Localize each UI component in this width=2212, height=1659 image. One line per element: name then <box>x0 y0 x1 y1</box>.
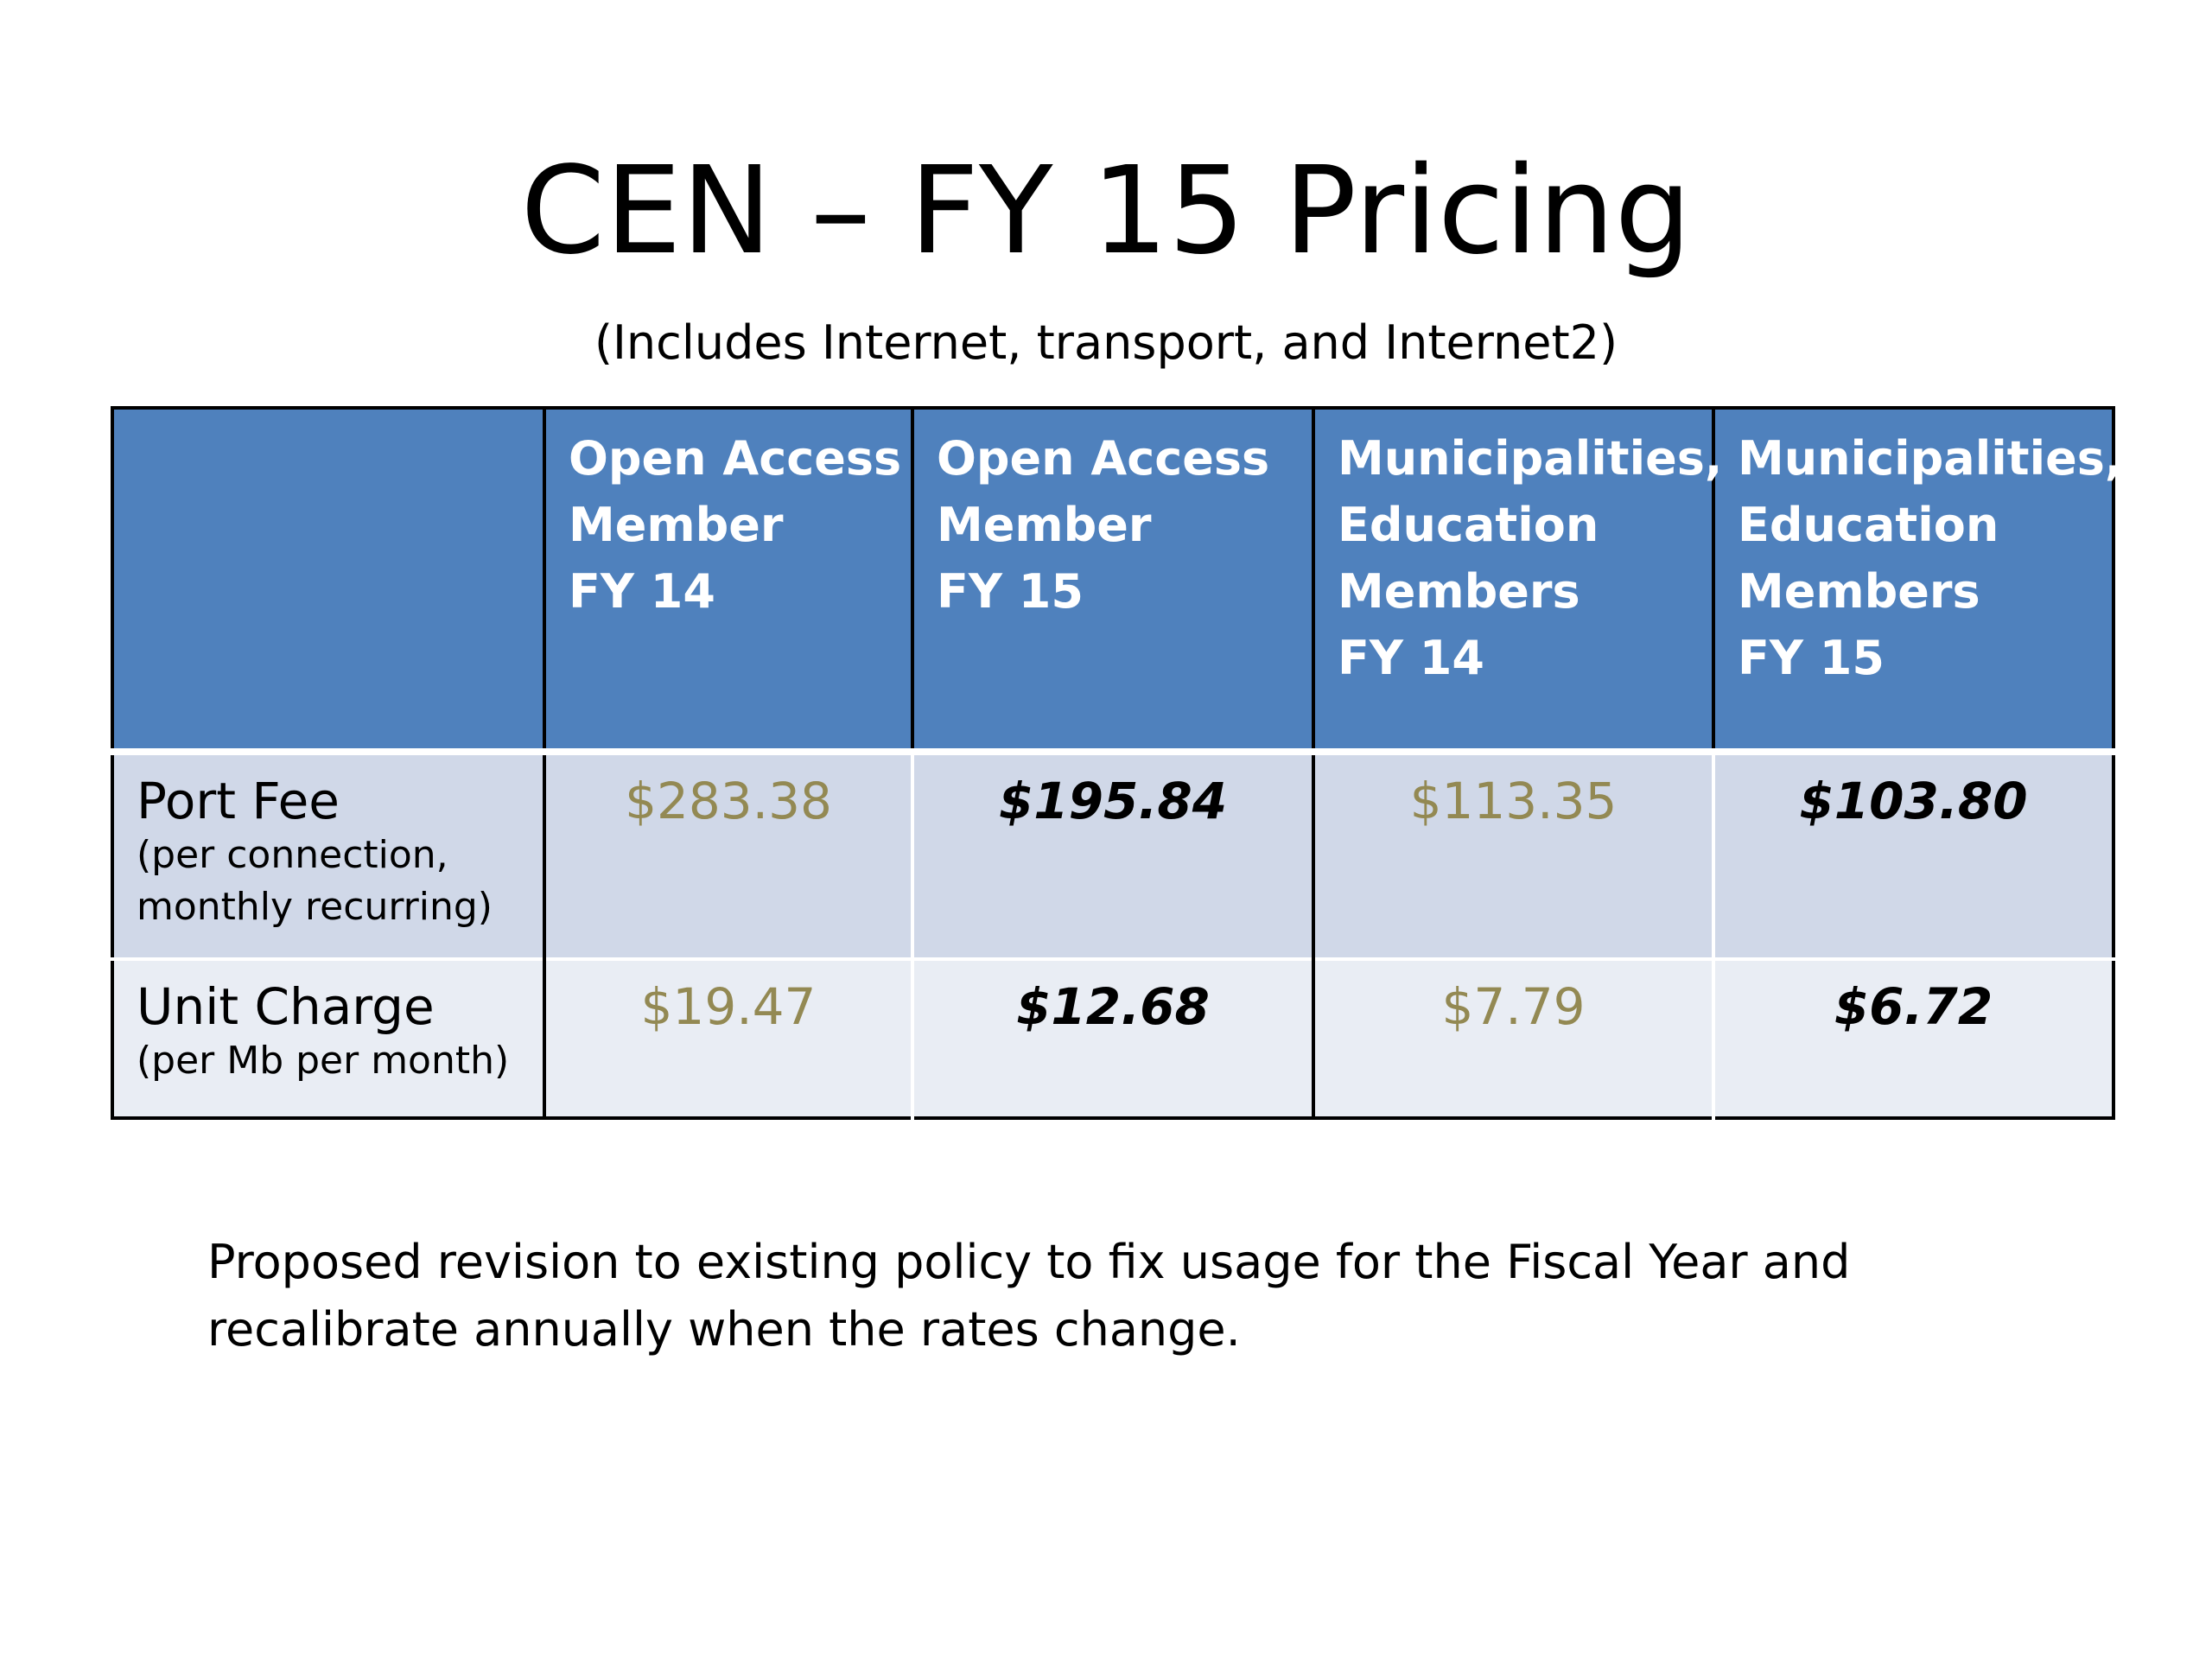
price-cell-fy15: $12.68 <box>911 957 1313 1118</box>
footnote-line: recalibrate annually when the rates chan… <box>207 1302 1241 1357</box>
column-header-line: Municipalities, <box>1338 431 1723 486</box>
column-header-line: FY 15 <box>937 564 1084 619</box>
column-header-municipalities-fy14: Municipalities, Education Members FY 14 <box>1312 408 1723 755</box>
price-cell-fy14: $283.38 <box>543 752 912 959</box>
column-header-municipalities-fy15: Municipalities, Education Members FY 15 <box>1712 408 2123 755</box>
footnote-line: Proposed revision to existing policy to … <box>207 1235 1851 1289</box>
header-corner-cell <box>112 408 544 755</box>
column-header-line: FY 14 <box>569 564 715 619</box>
slide-title: CEN – FY 15 Pricing <box>520 141 1692 282</box>
policy-footnote: Proposed revision to existing policy to … <box>207 1229 2108 1363</box>
price-cell-fy15: $195.84 <box>911 752 1313 959</box>
price-cell-fy14: $113.35 <box>1312 752 1713 959</box>
column-header-line: Open Access <box>937 431 1270 486</box>
row-label: Port Fee <box>137 772 340 830</box>
column-header-line: Member <box>937 498 1152 552</box>
row-label-cell: Port Fee (per connection, monthly recurr… <box>112 752 544 959</box>
column-header-line: Municipalities, <box>1738 431 2123 486</box>
column-header-line: Members <box>1338 564 1580 619</box>
price-cell-fy14: $7.79 <box>1312 957 1713 1118</box>
column-header-line: FY 14 <box>1338 631 1484 685</box>
column-header-line: Members <box>1738 564 1980 619</box>
column-header-line: Education <box>1738 498 1999 552</box>
row-label-cell: Unit Charge (per Mb per month) <box>112 957 544 1118</box>
price-cell-fy14: $19.47 <box>543 957 912 1118</box>
price-cell-fy15: $6.72 <box>1712 957 2113 1118</box>
table-row-port-fee: Port Fee (per connection, monthly recurr… <box>112 752 2113 959</box>
slide-subtitle: (Includes Internet, transport, and Inter… <box>594 315 1618 370</box>
row-note-line: (per Mb per month) <box>137 1039 510 1083</box>
column-header-open-access-fy15: Open Access Member FY 15 <box>911 408 1313 755</box>
pricing-table: Open Access Member FY 14 Open Access Mem… <box>111 406 2123 1120</box>
row-note-line: monthly recurring) <box>137 885 493 929</box>
row-note-line: (per connection, <box>137 833 448 877</box>
column-header-open-access-fy14: Open Access Member FY 14 <box>543 408 912 755</box>
column-header-line: Open Access <box>569 431 902 486</box>
row-label: Unit Charge <box>137 977 435 1036</box>
table-header-row: Open Access Member FY 14 Open Access Mem… <box>112 408 2123 755</box>
column-header-line: FY 15 <box>1738 631 1885 685</box>
price-cell-fy15: $103.80 <box>1712 752 2113 959</box>
table-row-unit-charge: Unit Charge (per Mb per month) $19.47 $1… <box>112 957 2113 1118</box>
column-header-line: Member <box>569 498 784 552</box>
column-header-line: Education <box>1338 498 1599 552</box>
